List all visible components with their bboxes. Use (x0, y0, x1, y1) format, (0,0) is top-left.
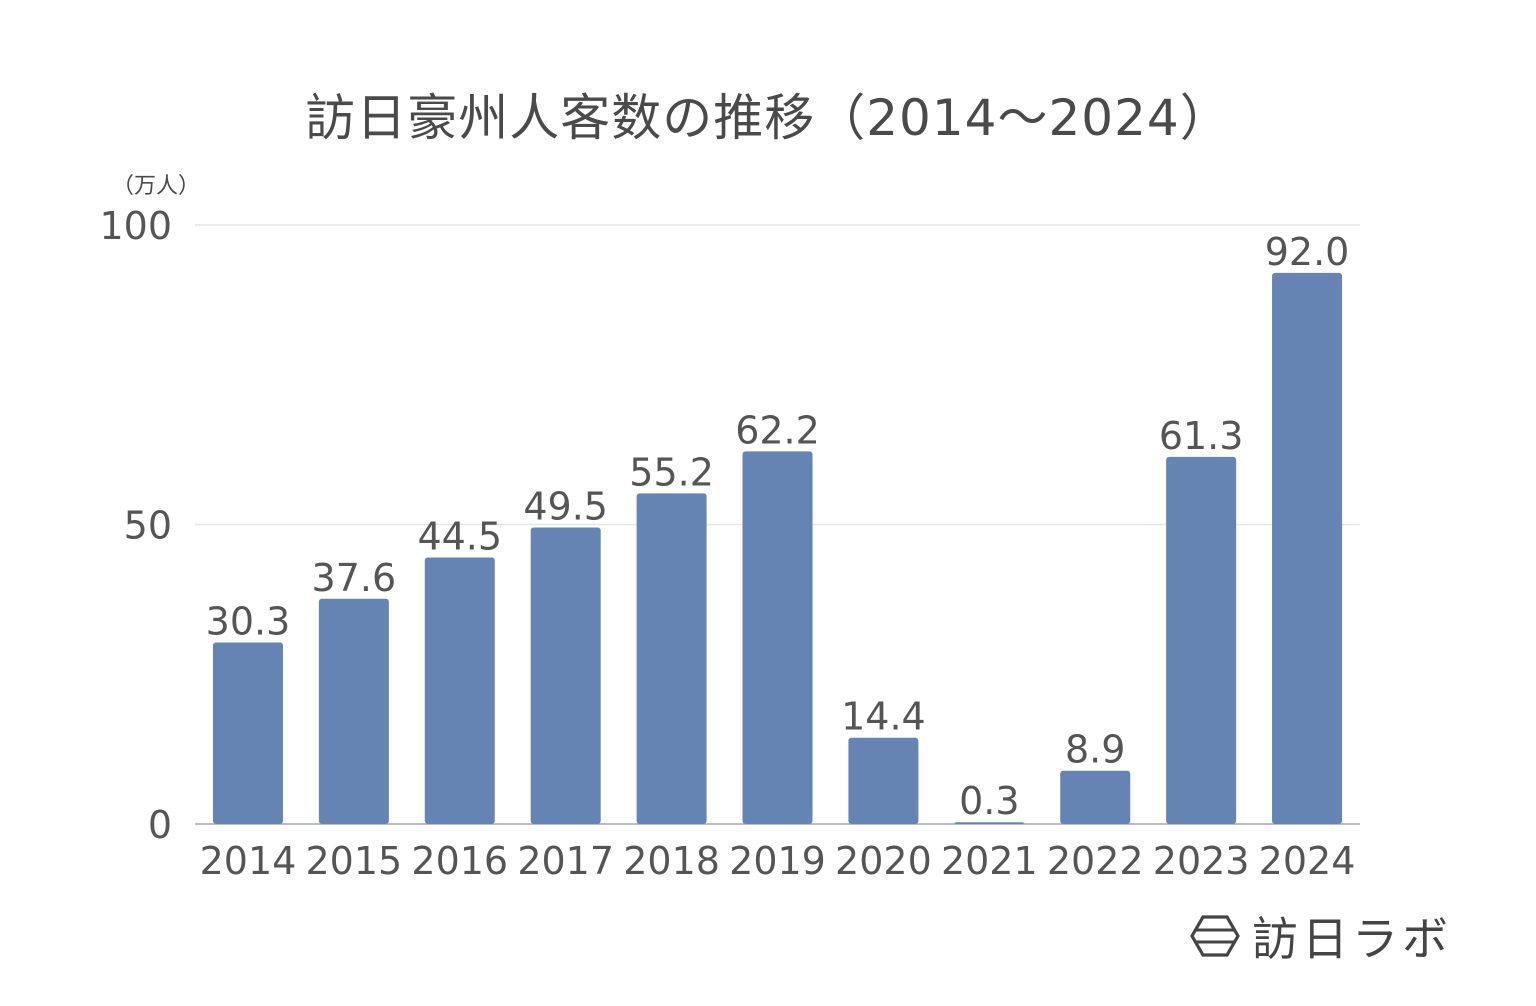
x-tick-label: 2024 (1259, 839, 1356, 883)
x-tick-label: 2022 (1047, 839, 1144, 883)
data-label: 92.0 (1265, 230, 1350, 274)
bar (742, 451, 813, 824)
data-label: 61.3 (1159, 414, 1244, 458)
data-label: 44.5 (417, 514, 502, 558)
x-tick-label: 2023 (1153, 839, 1250, 883)
data-label: 37.6 (312, 556, 397, 600)
brand-logo: 訪日ラボ (1190, 904, 1452, 968)
x-tick-label: 2016 (411, 839, 508, 883)
y-tick-label: 50 (124, 504, 172, 548)
x-tick-label: 2018 (623, 839, 720, 883)
brand-name: 訪日ラボ (1252, 912, 1452, 966)
bar (848, 737, 919, 824)
data-label: 14.4 (841, 695, 926, 739)
bar (954, 822, 1025, 824)
y-axis-unit-label: （万人） (112, 174, 201, 199)
x-tick-label: 2014 (200, 839, 297, 883)
bar (1060, 770, 1131, 824)
bar (212, 642, 283, 824)
y-tick-label: 100 (99, 204, 172, 248)
x-tick-label: 2019 (729, 839, 826, 883)
x-tick-label: 2020 (835, 839, 932, 883)
data-label: 8.9 (1065, 728, 1125, 772)
data-label: 0.3 (959, 779, 1019, 823)
y-tick-label: 0 (148, 803, 172, 847)
bar (318, 598, 389, 824)
x-tick-label: 2017 (517, 839, 614, 883)
x-tick-label: 2021 (941, 839, 1038, 883)
bar (1166, 456, 1237, 824)
bar (1272, 272, 1343, 824)
data-label: 49.5 (523, 484, 608, 528)
bar (636, 493, 707, 824)
data-label: 55.2 (629, 450, 714, 494)
hexagon-logo-icon (1190, 915, 1240, 957)
x-tick-label: 2015 (306, 839, 403, 883)
bar (424, 557, 495, 824)
data-label: 62.2 (735, 408, 820, 452)
data-label: 30.3 (206, 600, 291, 644)
bar (530, 527, 601, 824)
chart-title: 訪日豪州人客数の推移（2014〜2024） (305, 89, 1231, 147)
